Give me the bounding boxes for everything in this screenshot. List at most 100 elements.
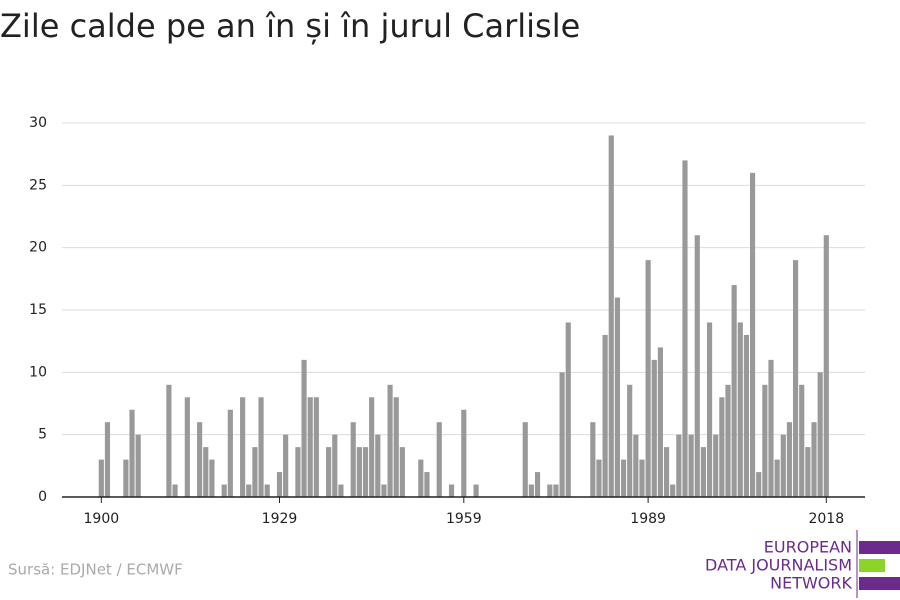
bar bbox=[768, 359, 774, 497]
bar bbox=[682, 160, 688, 497]
bar bbox=[774, 459, 780, 497]
bar bbox=[547, 484, 553, 497]
bar bbox=[209, 459, 215, 497]
bar bbox=[725, 384, 731, 497]
bar bbox=[645, 260, 651, 497]
bar bbox=[700, 447, 706, 497]
logo-bar bbox=[859, 577, 900, 590]
x-tick-label: 1989 bbox=[630, 511, 666, 527]
bar bbox=[338, 484, 344, 497]
bar bbox=[172, 484, 178, 497]
bar bbox=[805, 447, 811, 497]
bar bbox=[295, 447, 301, 497]
y-tick-label: 25 bbox=[29, 177, 47, 193]
bar bbox=[166, 384, 172, 497]
bar bbox=[375, 434, 381, 497]
bar bbox=[473, 484, 479, 497]
bar bbox=[276, 472, 283, 497]
logo-text: EUROPEAN bbox=[764, 538, 852, 557]
bar bbox=[663, 447, 670, 497]
bar bbox=[221, 484, 227, 497]
bar bbox=[418, 459, 424, 497]
bar bbox=[362, 447, 369, 497]
bar bbox=[792, 260, 799, 497]
logo-bar bbox=[859, 559, 885, 572]
bar bbox=[307, 397, 313, 497]
x-tick-label: 2018 bbox=[808, 511, 844, 527]
bar bbox=[381, 484, 387, 497]
bar bbox=[553, 484, 559, 497]
bar bbox=[799, 384, 805, 497]
source: Sursă: EDJNet / ECMWF bbox=[8, 561, 183, 579]
x-tick-label: 1900 bbox=[84, 511, 120, 527]
bar bbox=[670, 484, 676, 497]
bar bbox=[356, 447, 362, 497]
bar bbox=[719, 397, 725, 497]
bar bbox=[713, 434, 719, 497]
bar bbox=[264, 484, 270, 497]
y-tick-label: 0 bbox=[38, 489, 47, 505]
bar bbox=[596, 459, 602, 497]
bar bbox=[399, 447, 405, 497]
bar bbox=[203, 447, 209, 497]
bar bbox=[332, 434, 338, 497]
bar bbox=[350, 422, 356, 497]
bar bbox=[688, 434, 694, 497]
bar bbox=[633, 434, 639, 497]
bar bbox=[565, 322, 571, 497]
bar bbox=[614, 297, 620, 497]
bar bbox=[393, 397, 399, 497]
bar bbox=[98, 459, 104, 497]
bar bbox=[559, 372, 565, 497]
x-tick-label: 1959 bbox=[446, 511, 482, 527]
bar bbox=[823, 235, 829, 497]
y-tick-label: 20 bbox=[29, 240, 47, 256]
bar bbox=[627, 384, 633, 497]
bar bbox=[522, 422, 528, 497]
bar bbox=[817, 372, 823, 497]
bar bbox=[369, 397, 375, 497]
bar bbox=[123, 459, 129, 497]
bar bbox=[283, 434, 289, 497]
bar bbox=[534, 472, 541, 497]
bar bbox=[731, 285, 737, 497]
bar bbox=[657, 347, 663, 497]
bar bbox=[240, 397, 246, 497]
bar bbox=[590, 422, 596, 497]
bar bbox=[227, 409, 233, 497]
y-tick-label: 5 bbox=[38, 427, 47, 443]
logo-bar bbox=[859, 541, 900, 554]
bar bbox=[184, 397, 190, 497]
bar bbox=[258, 397, 264, 497]
bar bbox=[252, 447, 258, 497]
bar bbox=[811, 422, 817, 497]
logo-text: NETWORK bbox=[770, 574, 852, 593]
bar bbox=[197, 422, 203, 497]
bar bbox=[786, 422, 793, 497]
bar bbox=[756, 472, 762, 497]
chart-title: Zile calde pe an în și în jurul Carlisle bbox=[0, 7, 580, 45]
bar bbox=[620, 459, 627, 497]
bar bbox=[676, 434, 682, 497]
bar bbox=[602, 334, 608, 497]
bar bbox=[424, 472, 430, 497]
y-tick-label: 15 bbox=[29, 302, 47, 318]
bar bbox=[313, 397, 319, 497]
bar bbox=[651, 359, 657, 497]
bar bbox=[135, 434, 141, 497]
x-tick-label: 1929 bbox=[262, 511, 298, 527]
bar bbox=[780, 434, 786, 497]
y-tick-label: 30 bbox=[29, 115, 47, 131]
bar bbox=[639, 459, 645, 497]
bar bbox=[749, 172, 756, 497]
bar bbox=[608, 135, 614, 497]
bar bbox=[528, 484, 534, 497]
bar bbox=[246, 484, 252, 497]
bar bbox=[387, 384, 393, 497]
bar bbox=[436, 422, 442, 497]
bar bbox=[762, 384, 768, 497]
bar bbox=[129, 409, 135, 497]
bar bbox=[301, 359, 307, 497]
bar bbox=[706, 322, 713, 497]
